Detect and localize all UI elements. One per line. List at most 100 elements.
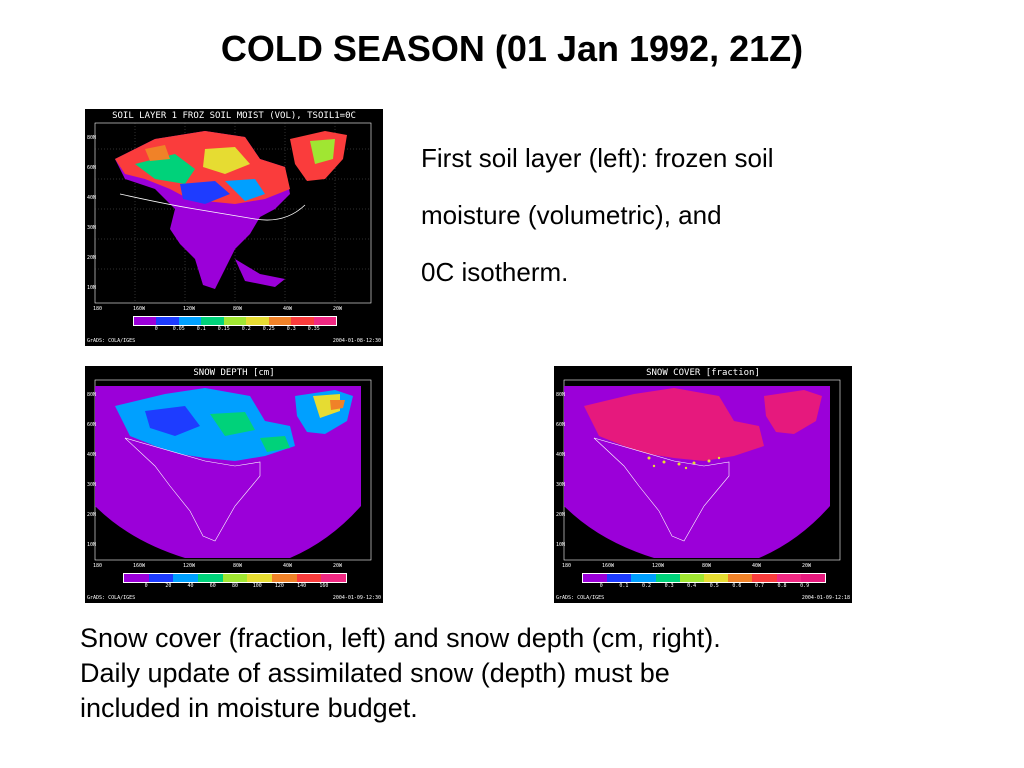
colorbar-swatch <box>148 574 174 582</box>
svg-text:80N: 80N <box>556 392 565 398</box>
svg-text:40W: 40W <box>283 306 293 312</box>
colorbar-tick: 0.4 <box>687 583 697 589</box>
colorbar-swatch <box>223 317 247 325</box>
svg-text:80W: 80W <box>233 563 243 569</box>
colorbar-swatch <box>321 574 347 582</box>
snow-cover-colorbar <box>582 573 826 583</box>
colorbar-tick: 0.6 <box>732 583 742 589</box>
soil-moisture-map-title: SOIL LAYER 1 FROZ SOIL MOIST (VOL), TSOI… <box>112 111 356 121</box>
colorbar-tick: 80 <box>231 583 238 589</box>
svg-text:120W: 120W <box>183 306 196 312</box>
caption-line: included in moisture budget. <box>80 693 418 723</box>
colorbar-tick: 140 <box>297 583 307 589</box>
colorbar-swatch <box>156 317 179 325</box>
svg-text:80W: 80W <box>702 563 712 569</box>
svg-text:20W: 20W <box>333 563 343 569</box>
colorbar-swatch <box>246 317 269 325</box>
snow-depth-colorbar <box>123 573 347 583</box>
svg-text:80N: 80N <box>87 135 96 141</box>
svg-text:120W: 120W <box>652 563 665 569</box>
snow-cover-map: 80N 60N 40N 30N 20N 10N 180 160W 120W 80W 40W 20… <box>554 366 852 603</box>
svg-text:80N: 80N <box>87 392 96 398</box>
svg-text:60N: 60N <box>87 422 96 428</box>
colorbar-swatch <box>178 317 202 325</box>
colorbar-tick: 0.5 <box>709 583 719 589</box>
colorbar-tick: 0 <box>154 326 158 332</box>
colorbar-tick: 0.2 <box>641 583 651 589</box>
svg-text:40W: 40W <box>283 563 293 569</box>
colorbar-tick: 0 <box>144 583 148 589</box>
snow-cover-map-stamp: GrADS: COLA/IGES 2004-01-09-12:18 <box>556 595 850 601</box>
svg-text:20W: 20W <box>333 306 343 312</box>
description: First soil layer (left): frozen soil moi… <box>421 130 921 301</box>
svg-text:160W: 160W <box>133 306 146 312</box>
svg-text:40N: 40N <box>87 452 96 458</box>
colorbar-swatch <box>272 574 297 582</box>
soil-moisture-map: 80N 60N 40N 30N 20N 10N 180 160W 120W 80W 40W 20… <box>85 109 383 346</box>
description-line: moisture (volumetric), and <box>421 200 722 230</box>
colorbar-swatch <box>704 574 729 582</box>
snow-depth-colorbar-ticks: 0 20 40 60 80 100 120 140 160 <box>135 583 335 591</box>
svg-text:120W: 120W <box>183 563 196 569</box>
colorbar-swatch <box>679 574 705 582</box>
caption-line: Daily update of assimilated snow (depth)… <box>80 658 670 688</box>
svg-text:40N: 40N <box>87 195 96 201</box>
svg-text:80W: 80W <box>233 306 243 312</box>
stamp-left: GrADS: COLA/IGES <box>87 338 136 344</box>
svg-text:160W: 160W <box>602 563 615 569</box>
soil-moisture-colorbar <box>133 316 337 326</box>
soil-moisture-map-stamp: GrADS: COLA/IGES 2004-01-08-12:30 <box>87 338 381 344</box>
colorbar-swatch <box>173 574 199 582</box>
colorbar-tick: 0.8 <box>777 583 787 589</box>
colorbar-tick: 0.05 <box>172 326 185 332</box>
svg-text:180: 180 <box>93 563 102 569</box>
svg-text:30N: 30N <box>87 482 96 488</box>
colorbar-tick: 0.3 <box>286 326 296 332</box>
colorbar-swatch <box>776 574 801 582</box>
colorbar-swatch <box>222 574 248 582</box>
snow-depth-map-title: SNOW DEPTH [cm] <box>193 368 275 378</box>
caption: Snow cover (fraction, left) and snow dep… <box>80 621 960 726</box>
colorbar-tick: 20 <box>165 583 172 589</box>
soil-moisture-map-graphic: 80N 60N 40N 30N 20N 10N 180 160W 120W 80W 40W 20… <box>87 122 372 312</box>
svg-text:60N: 60N <box>556 422 565 428</box>
colorbar-swatch <box>268 317 292 325</box>
colorbar-tick: 60 <box>209 583 216 589</box>
description-line: 0C isotherm. <box>421 257 569 287</box>
colorbar-tick: 40 <box>187 583 194 589</box>
colorbar-tick: 100 <box>252 583 262 589</box>
colorbar-tick: 0.2 <box>241 326 251 332</box>
stamp-right: 2004-01-09-12:18 <box>801 595 850 601</box>
colorbar-tick: 0.3 <box>664 583 674 589</box>
svg-text:180: 180 <box>93 306 102 312</box>
caption-line: Snow cover (fraction, left) and snow dep… <box>80 623 721 653</box>
colorbar-swatch <box>291 317 314 325</box>
stamp-left: GrADS: COLA/IGES <box>556 595 605 601</box>
snow-depth-map: 80N 60N 40N 30N 20N 10N 180 160W 120W 80W 40W 20… <box>85 366 383 603</box>
svg-text:180: 180 <box>562 563 571 569</box>
stamp-right: 2004-01-08-12:30 <box>332 338 381 344</box>
snow-cover-map-graphic: 80N 60N 40N 30N 20N 10N 180 160W 120W 80W 40W 20… <box>556 379 841 569</box>
colorbar-tick: 160 <box>319 583 329 589</box>
svg-text:20N: 20N <box>87 255 96 261</box>
svg-text:20W: 20W <box>802 563 812 569</box>
snow-cover-colorbar-ticks: 0 0.1 0.2 0.3 0.4 0.5 0.6 0.7 0.8 0.9 <box>590 583 816 591</box>
svg-text:40W: 40W <box>752 563 762 569</box>
colorbar-swatch <box>631 574 656 582</box>
colorbar-swatch <box>583 574 608 582</box>
colorbar-tick: 0.7 <box>754 583 764 589</box>
colorbar-tick: 0.1 <box>196 326 206 332</box>
svg-text:40N: 40N <box>556 452 565 458</box>
colorbar-swatch <box>201 317 224 325</box>
svg-text:60N: 60N <box>87 165 96 171</box>
description-line: First soil layer (left): frozen soil <box>421 143 774 173</box>
svg-text:20N: 20N <box>87 512 96 518</box>
svg-text:10N: 10N <box>87 542 96 548</box>
colorbar-swatch <box>607 574 632 582</box>
colorbar-tick: 0.25 <box>262 326 275 332</box>
stamp-left: GrADS: COLA/IGES <box>87 595 136 601</box>
colorbar-tick: 0.15 <box>217 326 230 332</box>
colorbar-tick: 0.1 <box>619 583 629 589</box>
colorbar-tick: 0.9 <box>800 583 810 589</box>
slide-title: COLD SEASON (01 Jan 1992, 21Z) <box>220 28 804 69</box>
